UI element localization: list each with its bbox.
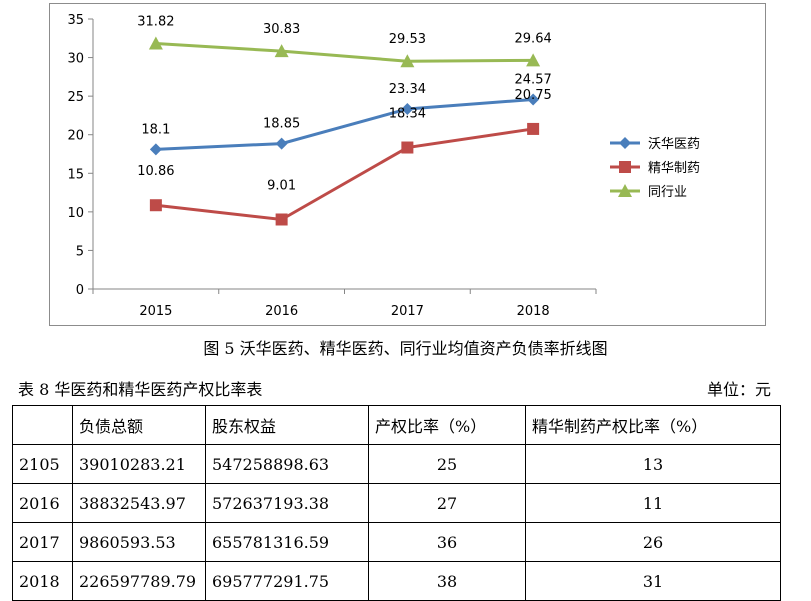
data-point (148, 36, 163, 50)
table-cell: 226597789.79 (72, 561, 206, 601)
y-tick-label: 35 (67, 13, 84, 28)
table-cell: 13 (525, 444, 781, 484)
legend-marker (619, 161, 631, 173)
table-cell: 39010283.21 (72, 444, 206, 484)
legend-marker (619, 137, 631, 149)
x-tick-label: 2017 (391, 304, 424, 319)
table-cell: 25 (368, 444, 526, 484)
table-cell: 547258898.63 (205, 444, 369, 484)
y-tick-label: 10 (67, 206, 84, 221)
chart-svg: 0 5 10 15 20 25 30 35 2015 2016 2017 2018 18.1 18.85 2… (67, 13, 700, 319)
figure-caption: 图 5 沃华医药、精华医药、同行业均值资产负债率折线图 (203, 339, 608, 358)
table-cell: 2105 (12, 444, 73, 484)
data-point (400, 54, 415, 68)
data-label: 20.75 (515, 88, 552, 103)
data-label: 18.34 (389, 107, 426, 122)
data-point (149, 199, 162, 212)
legend-label: 精华制药 (648, 161, 700, 176)
data-label: 29.53 (389, 32, 426, 47)
data-point (401, 102, 414, 115)
series-line (155, 42, 534, 63)
data-label: 24.57 (515, 72, 552, 87)
table-cell: 27 (368, 483, 526, 523)
header-cell-equity: 股东权益 (205, 405, 369, 445)
table-cell: 11 (525, 483, 781, 523)
data-label: 29.64 (515, 31, 552, 46)
y-tick-label: 20 (67, 129, 84, 144)
table-cell: 38832543.97 (72, 483, 206, 523)
data-label: 10.86 (137, 164, 174, 179)
data-point (527, 93, 540, 106)
header-cell-ratio: 产权比率（%） (368, 405, 526, 445)
data-point (526, 53, 541, 67)
table-cell: 572637193.38 (205, 483, 369, 523)
table-cell: 695777291.75 (205, 561, 369, 601)
header-cell-jinghua-ratio: 精华制药产权比率（%） (525, 405, 781, 445)
table-cell: 9860593.53 (72, 522, 206, 562)
y-tick-label: 30 (67, 52, 84, 67)
unit-label: 单位：元 (706, 380, 771, 399)
header-cell-total-liabilities: 负债总额 (72, 405, 206, 445)
data-label: 31.82 (137, 15, 174, 30)
table-row: 2017 9860593.53 655781316.59 36 26 (12, 522, 781, 562)
table-cell: 36 (368, 522, 526, 562)
data-label: 30.83 (263, 22, 300, 37)
legend-label: 沃华医药 (648, 137, 700, 152)
data-label: 9.01 (267, 178, 296, 193)
table-cell: 2018 (12, 561, 73, 601)
y-tick-label: 5 (76, 244, 84, 259)
data-point (275, 213, 288, 226)
table-cell: 26 (525, 522, 781, 562)
table-cell: 38 (368, 561, 526, 601)
data-point (274, 44, 289, 58)
data-label: 18.85 (263, 117, 300, 132)
data-point (401, 141, 414, 154)
header-cell-year (12, 405, 73, 445)
series-line (155, 97, 534, 151)
y-tick-label: 0 (76, 283, 84, 298)
table-row: 2016 38832543.97 572637193.38 27 11 (12, 483, 781, 523)
legend-marker (618, 184, 632, 197)
table-row: 2018 226597789.79 695777291.75 38 31 (12, 561, 781, 601)
equity-ratio-table: 负债总额 股东权益 产权比率（%） 精华制药产权比率（%） 2105 39010… (12, 405, 781, 601)
table-title: 表 8 华医药和精华医药产权比率表 (18, 380, 263, 399)
table-row: 2105 39010283.21 547258898.63 25 13 (12, 444, 781, 484)
table-cell: 2017 (12, 522, 73, 562)
x-tick-label: 2015 (139, 304, 172, 319)
data-label: 23.34 (389, 82, 426, 97)
table-cell: 31 (525, 561, 781, 601)
y-tick-label: 25 (67, 90, 84, 105)
table-cell: 2016 (12, 483, 73, 523)
x-tick-label: 2016 (265, 304, 298, 319)
x-tick-label: 2018 (517, 304, 550, 319)
table-header-row: 负债总额 股东权益 产权比率（%） 精华制药产权比率（%） (12, 405, 781, 445)
line-chart: 0 5 10 15 20 25 30 35 2015 2016 2017 2018 18.1 18.85 2… (49, 3, 766, 326)
data-label: 18.1 (141, 122, 170, 137)
legend-label: 同行业 (648, 185, 687, 200)
table-cell: 655781316.59 (205, 522, 369, 562)
series-line (155, 127, 534, 222)
y-tick-label: 15 (67, 167, 84, 182)
data-point (527, 122, 540, 135)
data-point (149, 143, 162, 156)
data-point (275, 137, 288, 150)
